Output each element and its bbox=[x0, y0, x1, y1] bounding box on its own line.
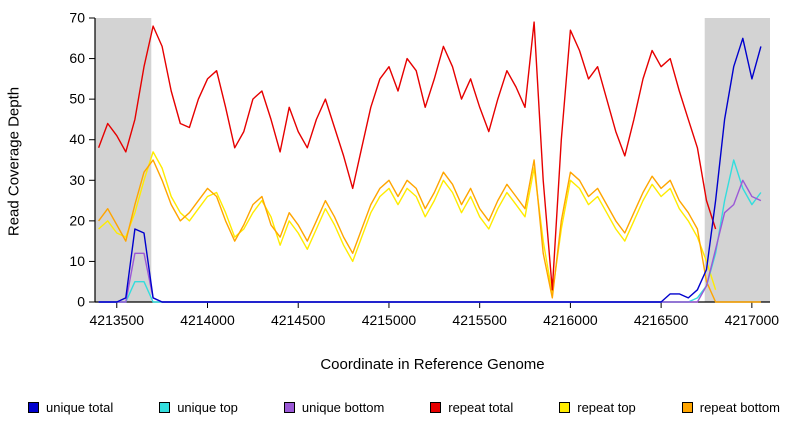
series-line-unique-top bbox=[98, 159, 762, 303]
legend-item: unique bottom bbox=[283, 400, 385, 415]
x-tick-label: 4215000 bbox=[362, 312, 417, 328]
y-tick-label: 60 bbox=[69, 50, 85, 66]
masked-region bbox=[95, 18, 152, 302]
series-line-repeat-total bbox=[97, 21, 717, 291]
y-tick-label: 40 bbox=[69, 131, 85, 147]
x-axis-title: Coordinate in Reference Genome bbox=[320, 356, 545, 373]
y-tick-label: 70 bbox=[69, 10, 85, 26]
series-line-repeat-top bbox=[98, 151, 717, 295]
plot-svg: 0 10 20 30 40 50 60 70 4213500 4214000 4214500 4215… bbox=[69, 10, 780, 329]
x-tick-label: 4216500 bbox=[634, 312, 689, 328]
y-tick-label: 10 bbox=[69, 253, 85, 269]
legend: unique total unique top unique bottom repea… bbox=[28, 400, 780, 415]
legend-label: unique bottom bbox=[301, 400, 385, 415]
x-tick-label: 4214000 bbox=[180, 312, 235, 328]
x-tick-label: 4216000 bbox=[543, 312, 598, 328]
series-line-repeat-bottom bbox=[98, 159, 761, 303]
y-tick-label: 0 bbox=[77, 294, 85, 310]
y-tick-label: 20 bbox=[69, 212, 85, 228]
legend-swatch bbox=[283, 402, 295, 413]
legend-label: unique total bbox=[46, 400, 114, 415]
y-tick-label: 50 bbox=[69, 91, 85, 107]
legend-label: unique top bbox=[177, 400, 238, 415]
legend-label: repeat total bbox=[448, 400, 514, 415]
series-line-unique-total bbox=[98, 37, 762, 303]
legend-swatch bbox=[559, 402, 571, 413]
legend-item: repeat top bbox=[559, 400, 636, 415]
legend-label: repeat top bbox=[577, 400, 636, 415]
legend-swatch bbox=[159, 402, 171, 413]
legend-item: unique top bbox=[159, 400, 238, 415]
y-tick-label: 30 bbox=[69, 172, 85, 188]
legend-swatch bbox=[681, 402, 693, 413]
legend-item: unique total bbox=[28, 400, 113, 415]
legend-item: repeat bottom bbox=[681, 400, 780, 415]
series-line-unique-bottom bbox=[98, 179, 762, 303]
legend-item: repeat total bbox=[430, 400, 513, 415]
legend-swatch bbox=[28, 402, 39, 413]
x-tick-label: 4214500 bbox=[271, 312, 326, 328]
x-tick-label: 4217000 bbox=[725, 312, 780, 328]
x-tick-label: 4215500 bbox=[452, 312, 507, 328]
legend-swatch bbox=[430, 402, 442, 413]
legend-label: repeat bottom bbox=[699, 400, 780, 415]
y-axis-title: Read Coverage Depth bbox=[5, 86, 23, 237]
x-tick-label: 4213500 bbox=[90, 312, 145, 328]
